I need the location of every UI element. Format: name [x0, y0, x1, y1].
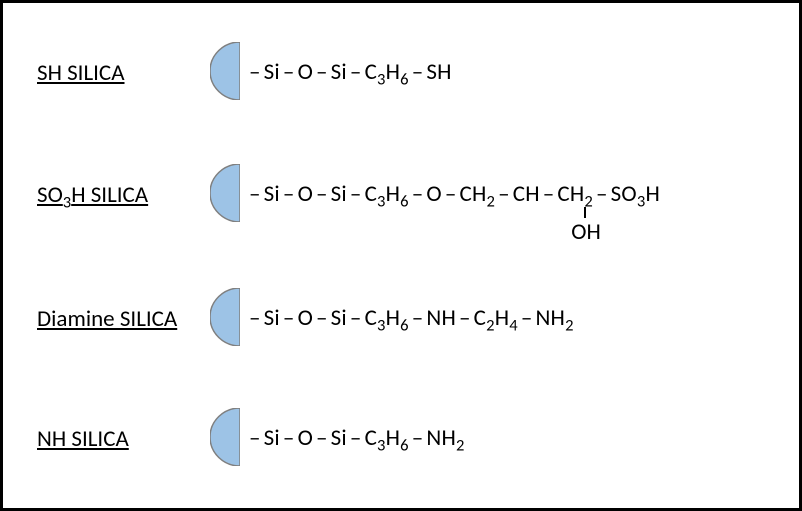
atom-o: O: [426, 180, 441, 208]
label-diamine-silica: Diamine SILICA: [37, 305, 177, 333]
bond-vertical: [584, 207, 586, 218]
group-nh2: NH2: [426, 424, 464, 452]
atom-si: Si: [264, 180, 280, 208]
bond-dash: –: [283, 183, 295, 206]
bond-dash: –: [412, 307, 424, 330]
silica-particle-icon: [210, 288, 240, 346]
atom-si: Si: [331, 424, 347, 452]
atom-o: O: [298, 58, 313, 86]
atom-si: Si: [331, 180, 347, 208]
group-nh: NH: [426, 304, 456, 332]
group-nh2: NH2: [535, 304, 573, 332]
group-ch2: CH2: [557, 180, 593, 208]
silica-particle-icon: [210, 164, 240, 222]
bond-dash: –: [283, 427, 295, 450]
bond-dash: –: [412, 61, 424, 84]
group-sh: SH: [426, 58, 451, 86]
atom-o: O: [298, 304, 313, 332]
bond-dash: –: [283, 61, 295, 84]
bond-dash: –: [249, 307, 261, 330]
group-c3h6: C3H6: [365, 424, 409, 452]
group-ch2: CH2: [460, 180, 496, 208]
bond-dash: –: [412, 427, 424, 450]
atom-si: Si: [331, 58, 347, 86]
chain-sh: –Si–O–Si–C3H6–SH: [246, 61, 452, 84]
bond-dash: –: [350, 183, 362, 206]
group-so3h: SO3H: [611, 180, 660, 208]
chain-nh: –Si–O–Si–C3H6–NH2: [246, 427, 465, 450]
group-c3h6: C3H6: [365, 304, 409, 332]
atom-si: Si: [331, 304, 347, 332]
silica-particle-icon: [210, 42, 240, 100]
silica-particle-icon: [210, 408, 240, 466]
bond-dash: –: [350, 61, 362, 84]
label-so3h-silica: SO3H SILICA: [37, 181, 148, 209]
group-ch: CH: [513, 180, 540, 208]
bond-dash: –: [316, 61, 328, 84]
bond-dash: –: [445, 183, 457, 206]
label-nh-silica: NH SILICA: [37, 425, 129, 453]
bond-dash: –: [249, 183, 261, 206]
bond-dash: –: [283, 307, 295, 330]
chain-diamine: –Si–O–Si–C3H6–NH–C2H4–NH2: [246, 307, 574, 330]
bond-dash: –: [521, 307, 533, 330]
bond-dash: –: [316, 427, 328, 450]
bond-dash: –: [596, 183, 608, 206]
atom-si: Si: [264, 424, 280, 452]
bond-dash: –: [543, 183, 555, 206]
group-oh-branch: OH: [570, 221, 602, 244]
bond-dash: –: [249, 61, 261, 84]
bond-dash: –: [498, 183, 510, 206]
chain-so3h: –Si–O–Si–C3H6–O–CH2–CH–CH2–SO3H: [246, 183, 660, 206]
bond-dash: –: [316, 307, 328, 330]
atom-si: Si: [264, 304, 280, 332]
bond-dash: –: [249, 427, 261, 450]
bond-dash: –: [459, 307, 471, 330]
group-c3h6: C3H6: [365, 180, 409, 208]
bond-dash: –: [412, 183, 424, 206]
bond-dash: –: [350, 427, 362, 450]
atom-si: Si: [264, 58, 280, 86]
bond-dash: –: [350, 307, 362, 330]
diagram-frame: SH SILICA –Si–O–Si–C3H6–SH SO3H SILICA –…: [0, 0, 802, 511]
group-c2h4: C2H4: [474, 304, 518, 332]
group-c3h6: C3H6: [365, 58, 409, 86]
atom-o: O: [298, 424, 313, 452]
bond-dash: –: [316, 183, 328, 206]
label-sh-silica: SH SILICA: [37, 59, 125, 87]
atom-o: O: [298, 180, 313, 208]
